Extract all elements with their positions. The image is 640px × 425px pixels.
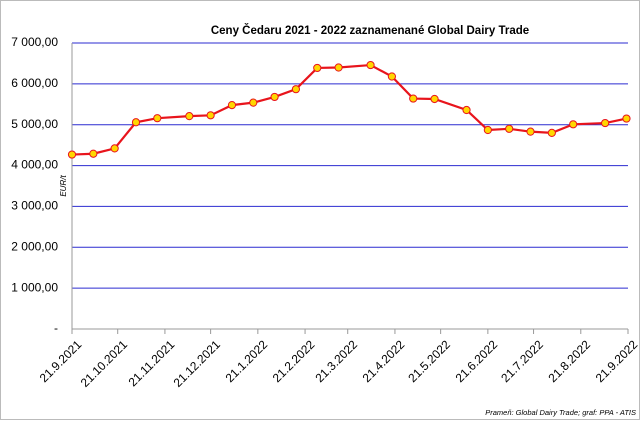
y-tick-label: 7 000,00 xyxy=(11,35,58,49)
y-tick-label: 4 000,00 xyxy=(11,158,58,172)
data-point xyxy=(334,63,343,72)
data-point xyxy=(601,118,610,128)
y-tick-label: 3 000,00 xyxy=(11,199,58,213)
data-point xyxy=(387,72,396,81)
data-point xyxy=(110,144,119,153)
data-point xyxy=(153,114,162,123)
data-point xyxy=(313,63,322,73)
y-tick-label: 6 000,00 xyxy=(11,76,58,90)
data-point xyxy=(526,127,535,136)
source-note: Prameň: Global Dairy Trade; graf: PPA - … xyxy=(485,408,636,417)
chart-title: Ceny Čedaru 2021 - 2022 zaznamenané Glob… xyxy=(211,24,529,37)
data-point xyxy=(67,150,77,159)
data-point xyxy=(622,114,631,123)
data-point xyxy=(227,101,237,110)
data-point xyxy=(185,112,194,121)
y-tick-label: - xyxy=(54,321,58,335)
y-tick-label: 2 000,00 xyxy=(11,239,58,253)
y-tick-label: 5 000,00 xyxy=(11,117,58,131)
data-point xyxy=(505,124,514,133)
data-point xyxy=(569,120,578,129)
data-point xyxy=(366,60,375,70)
data-point xyxy=(483,125,492,135)
data-point xyxy=(249,98,258,107)
data-point xyxy=(206,111,215,120)
data-point xyxy=(131,118,141,127)
data-point xyxy=(291,85,301,94)
data-point xyxy=(430,94,439,104)
data-point xyxy=(462,105,471,115)
y-tick-label: 1 000,00 xyxy=(11,280,58,294)
data-point xyxy=(547,128,556,137)
y-axis-title: EUR/t xyxy=(59,175,68,197)
data-point xyxy=(270,92,279,102)
data-point xyxy=(409,94,418,103)
data-point xyxy=(89,149,98,158)
